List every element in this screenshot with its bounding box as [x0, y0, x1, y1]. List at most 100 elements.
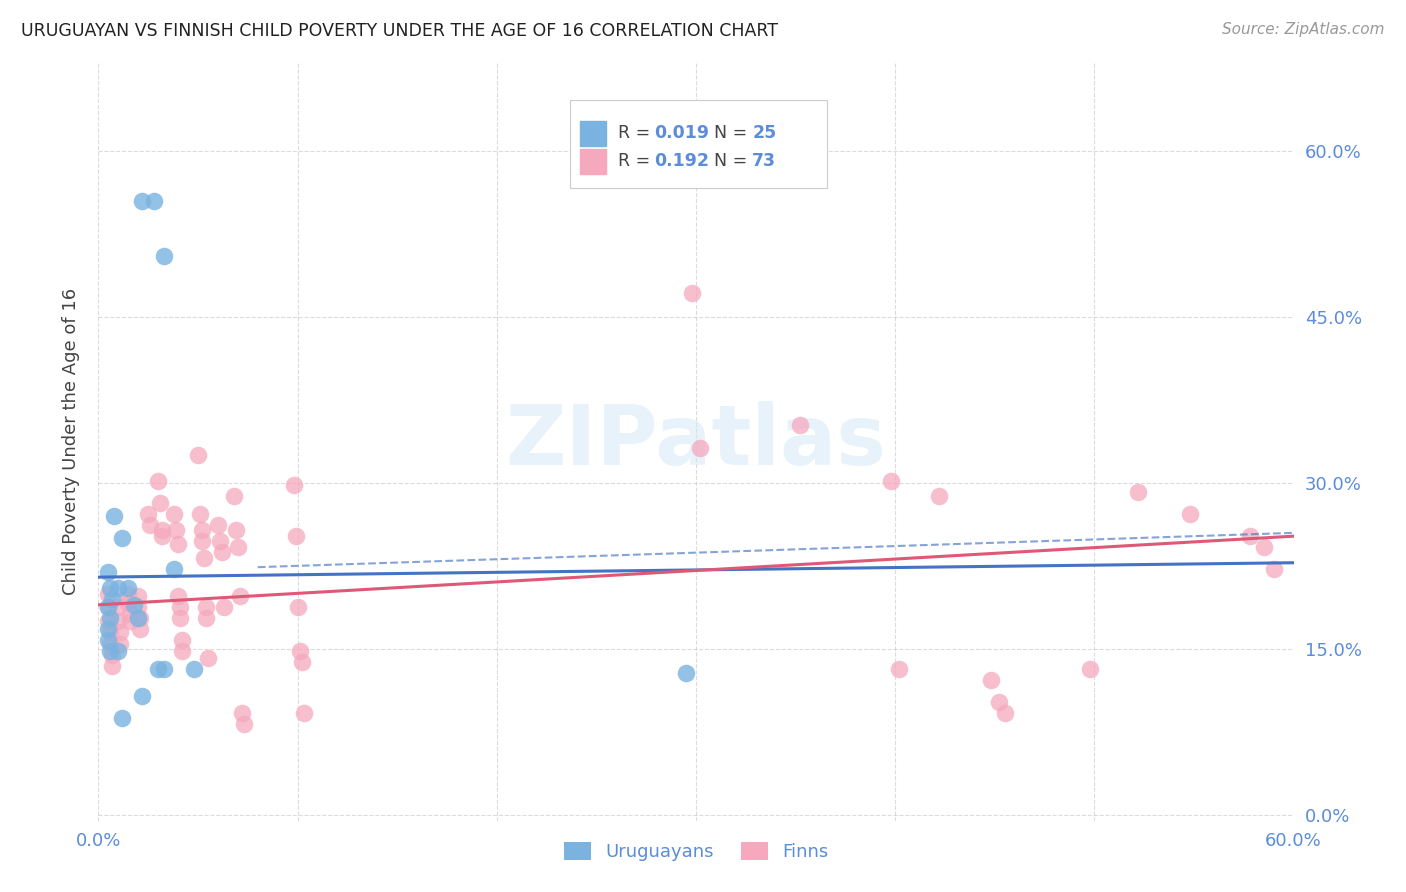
Point	[195, 611, 218, 625]
Point	[195, 600, 218, 615]
Point	[167, 537, 190, 551]
Point	[129, 611, 152, 625]
Point	[994, 706, 1017, 721]
Text: 0.019: 0.019	[654, 125, 709, 143]
Point	[148, 474, 170, 488]
Point	[101, 592, 124, 607]
Point	[98, 625, 122, 640]
Point	[97, 600, 120, 615]
Point	[880, 474, 903, 488]
Point	[172, 633, 194, 648]
Point	[207, 518, 229, 533]
Point	[1253, 541, 1275, 555]
Point	[97, 565, 120, 579]
Point	[111, 711, 134, 725]
Point	[889, 662, 911, 676]
Point	[120, 607, 142, 621]
Point	[110, 625, 132, 640]
Point	[117, 596, 139, 610]
Point	[1080, 662, 1102, 676]
Point	[225, 523, 247, 537]
Point	[127, 589, 149, 603]
Text: 25: 25	[752, 125, 776, 143]
Point	[1263, 562, 1285, 576]
Point	[188, 507, 211, 521]
Point	[97, 633, 120, 648]
Point	[167, 589, 190, 603]
Text: ZIPatlas: ZIPatlas	[506, 401, 886, 482]
Point	[103, 509, 125, 524]
Point	[231, 706, 253, 721]
Text: 73: 73	[752, 153, 776, 170]
Point	[127, 600, 149, 615]
Point	[153, 662, 176, 676]
Point	[120, 615, 142, 629]
Point	[143, 194, 166, 208]
Point	[97, 615, 120, 629]
Point	[163, 562, 186, 576]
Point	[229, 589, 252, 603]
Point	[211, 544, 233, 558]
Text: URUGUAYAN VS FINNISH CHILD POVERTY UNDER THE AGE OF 16 CORRELATION CHART: URUGUAYAN VS FINNISH CHILD POVERTY UNDER…	[21, 22, 778, 40]
Y-axis label: Child Poverty Under the Age of 16: Child Poverty Under the Age of 16	[62, 288, 80, 595]
Point	[149, 496, 172, 510]
Point	[284, 529, 307, 543]
Point	[187, 449, 209, 463]
Legend: Uruguayans, Finns: Uruguayans, Finns	[557, 835, 835, 869]
Point	[150, 529, 173, 543]
Point	[131, 689, 153, 703]
Point	[172, 644, 194, 658]
Point	[107, 644, 129, 658]
Point	[150, 523, 173, 537]
Text: R =: R =	[619, 125, 657, 143]
Point	[98, 644, 122, 658]
Point	[208, 533, 231, 548]
Point	[129, 622, 152, 636]
Point	[107, 615, 129, 629]
FancyBboxPatch shape	[581, 121, 606, 145]
Point	[107, 600, 129, 615]
Point	[191, 523, 214, 537]
Point	[980, 673, 1002, 687]
Text: N =: N =	[714, 125, 752, 143]
Point	[232, 717, 254, 731]
Point	[124, 598, 146, 612]
Point	[117, 587, 139, 601]
Point	[98, 581, 122, 595]
Text: 0.192: 0.192	[654, 153, 709, 170]
Point	[101, 648, 124, 662]
Point	[148, 662, 170, 676]
Point	[987, 695, 1010, 709]
Point	[153, 249, 176, 263]
Point	[789, 418, 811, 433]
Point	[139, 518, 162, 533]
Point	[97, 587, 120, 601]
Point	[928, 489, 950, 503]
Point	[97, 600, 120, 615]
Point	[1128, 484, 1150, 499]
Point	[675, 666, 697, 681]
Point	[107, 581, 129, 595]
FancyBboxPatch shape	[571, 101, 827, 187]
Point	[191, 533, 214, 548]
Point	[127, 611, 149, 625]
Point	[98, 611, 122, 625]
Point	[183, 662, 205, 676]
Point	[292, 706, 315, 721]
Point	[165, 523, 187, 537]
Point	[111, 532, 134, 546]
Point	[226, 541, 249, 555]
Text: R =: R =	[619, 153, 657, 170]
Point	[212, 600, 235, 615]
Point	[197, 651, 219, 665]
Point	[689, 441, 711, 455]
Point	[1239, 529, 1261, 543]
Point	[98, 636, 122, 650]
Point	[287, 600, 309, 615]
Point	[291, 656, 314, 670]
Point	[136, 507, 159, 521]
Point	[163, 507, 186, 521]
Text: N =: N =	[714, 153, 752, 170]
Point	[101, 658, 124, 673]
Point	[288, 644, 311, 658]
